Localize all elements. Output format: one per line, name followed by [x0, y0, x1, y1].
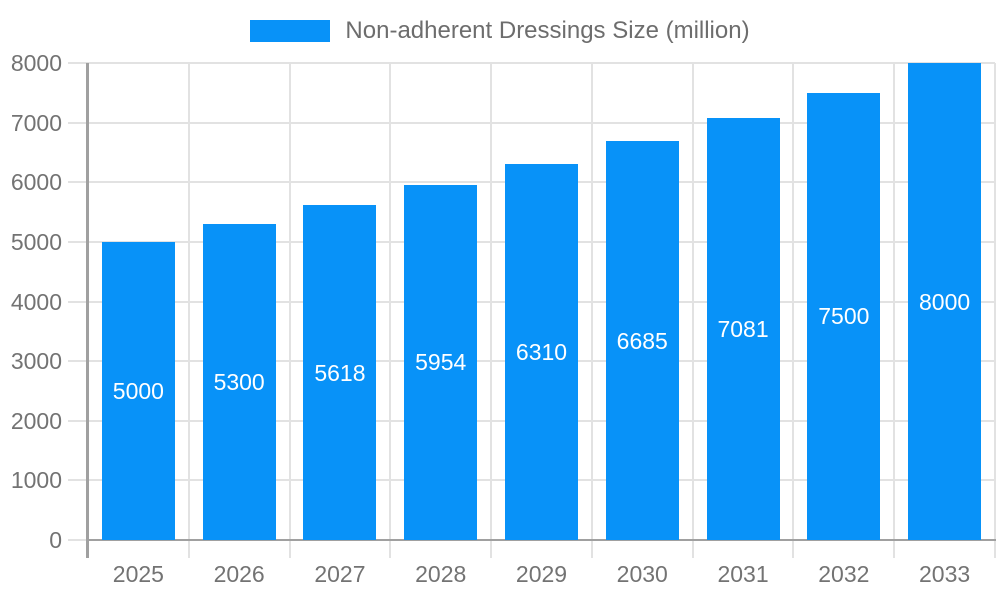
y-axis-tick — [68, 360, 88, 363]
y-axis-label: 8000 — [10, 50, 62, 76]
legend-label: Non-adherent Dressings Size (million) — [345, 17, 750, 44]
bar[interactable]: 8000 — [908, 63, 982, 540]
gridline-vertical — [389, 63, 392, 540]
x-axis-label: 2029 — [515, 561, 568, 587]
gridline-vertical — [187, 63, 190, 540]
bar-value-label: 8000 — [919, 288, 971, 315]
bar-value-label: 5300 — [213, 368, 265, 395]
y-axis-tick — [68, 62, 88, 64]
x-axis-label: 2027 — [314, 561, 366, 587]
gridline-horizontal — [88, 62, 995, 64]
y-axis-tick — [68, 419, 88, 422]
y-axis-label: 7000 — [10, 109, 62, 136]
x-axis-tick — [691, 540, 694, 558]
bar[interactable]: 5954 — [404, 184, 478, 540]
x-axis-tick — [187, 540, 190, 558]
x-axis-tick — [792, 540, 795, 558]
gridline-vertical — [691, 63, 694, 540]
bar[interactable]: 5618 — [303, 205, 377, 540]
bar-value-label: 6685 — [616, 327, 668, 354]
legend-swatch — [250, 20, 331, 42]
x-axis-label: 2030 — [616, 561, 668, 587]
x-axis-label: 2026 — [213, 561, 265, 587]
y-axis-label: 1000 — [10, 467, 62, 494]
x-axis-tick — [893, 540, 896, 558]
bar[interactable]: 6685 — [605, 141, 679, 540]
x-axis-label: 2028 — [415, 561, 467, 587]
gridline-vertical — [792, 63, 795, 540]
x-axis-tick — [490, 540, 493, 558]
bar[interactable]: 6310 — [505, 163, 578, 540]
bar-value-label: 5954 — [415, 349, 467, 376]
x-axis-label: 2033 — [919, 561, 971, 587]
x-axis-line — [86, 539, 996, 541]
y-axis-tick — [68, 539, 88, 541]
gridline-vertical — [590, 63, 593, 540]
bar-value-label: 5618 — [314, 359, 366, 386]
y-axis-line — [86, 63, 89, 558]
gridline-vertical — [893, 63, 896, 540]
x-axis-label: 2025 — [112, 561, 164, 587]
gridline-horizontal — [88, 121, 995, 124]
x-axis-tick — [288, 540, 291, 558]
y-axis-label: 0 — [49, 527, 62, 553]
gridline-vertical — [288, 63, 291, 540]
y-axis-tick — [68, 300, 88, 303]
x-axis-label: 2032 — [818, 561, 870, 587]
x-axis-tick — [994, 540, 996, 558]
gridline-vertical — [994, 63, 996, 540]
bar-value-label: 7081 — [717, 315, 769, 342]
y-axis-label: 3000 — [10, 348, 62, 375]
x-axis-label: 2031 — [717, 561, 769, 587]
y-axis-label: 4000 — [10, 288, 62, 315]
bar[interactable]: 5300 — [202, 223, 276, 540]
bar-value-label: 6310 — [515, 338, 568, 365]
x-axis-tick — [389, 540, 392, 558]
x-axis-tick — [590, 540, 593, 558]
bar[interactable]: 5000 — [101, 241, 175, 540]
bar-value-label: 7500 — [818, 303, 870, 330]
y-axis-tick — [68, 121, 88, 124]
bar-value-label: 5000 — [112, 377, 164, 404]
y-axis-label: 6000 — [10, 169, 62, 196]
chart-legend[interactable]: Non-adherent Dressings Size (million) — [0, 18, 1000, 44]
bar[interactable]: 7500 — [807, 92, 881, 540]
bar[interactable]: 7081 — [706, 117, 780, 540]
y-axis-tick — [68, 479, 88, 482]
y-axis-label: 5000 — [10, 228, 62, 255]
gridline-vertical — [490, 63, 493, 540]
y-axis-tick — [68, 181, 88, 184]
y-axis-tick — [68, 240, 88, 243]
y-axis-label: 2000 — [10, 407, 62, 434]
